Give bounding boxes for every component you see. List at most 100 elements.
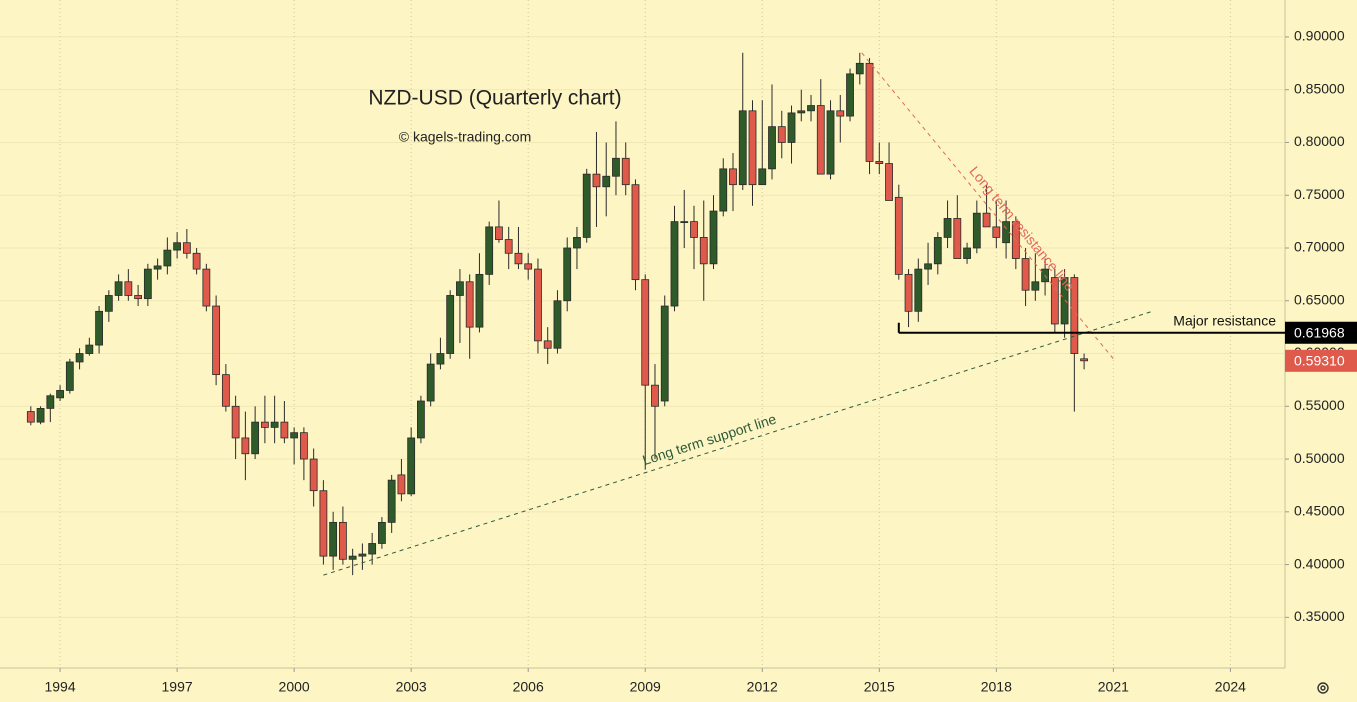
x-tick-label: 1994 — [44, 679, 75, 695]
candle-body — [260, 421, 269, 428]
y-tick-label: 0.65000 — [1294, 291, 1345, 307]
x-tick-label: 1997 — [162, 679, 193, 695]
candle-body — [348, 555, 357, 560]
trend-line — [861, 52, 1114, 360]
candle-body — [465, 281, 474, 328]
x-tick-label: 2018 — [981, 679, 1012, 695]
candle-body — [1050, 277, 1059, 325]
candle-body — [631, 184, 640, 281]
candle-body — [163, 249, 172, 267]
candle-body — [1021, 258, 1030, 291]
candle-body — [836, 110, 845, 117]
candle-body — [280, 421, 289, 439]
candle-body — [972, 212, 981, 249]
candle-body — [290, 432, 299, 439]
y-tick-label: 0.45000 — [1294, 503, 1345, 519]
y-tick-label: 0.55000 — [1294, 397, 1345, 413]
candle-body — [914, 268, 923, 312]
candle-body — [621, 157, 630, 186]
candle-body — [75, 353, 84, 363]
candle-body — [104, 295, 113, 312]
candle-body — [534, 268, 542, 342]
candle-body — [1002, 221, 1010, 244]
settings-icon[interactable] — [1317, 682, 1329, 694]
candle-body — [690, 221, 698, 238]
candle-body — [426, 363, 435, 402]
candle-body — [407, 437, 416, 495]
candle-body — [582, 173, 591, 238]
candle-body — [134, 295, 142, 300]
candle-body — [953, 218, 962, 259]
chart-subtitle: © kagels-trading.com — [399, 129, 531, 145]
y-tick-label: 0.70000 — [1294, 239, 1345, 255]
candle-body — [339, 521, 347, 560]
candle-body — [651, 384, 659, 407]
candle-body — [124, 281, 133, 296]
candle-body — [963, 247, 971, 259]
candle-body — [865, 62, 874, 162]
candle-body — [885, 163, 893, 201]
candle-body — [699, 237, 708, 265]
x-tick-label: 2000 — [279, 679, 310, 695]
candle-body — [368, 543, 377, 555]
candle-body — [309, 458, 318, 492]
candle-body — [417, 400, 425, 439]
candle-body — [807, 105, 815, 112]
candle-body — [670, 221, 679, 307]
x-tick-label: 2024 — [1215, 679, 1246, 695]
candle-body — [982, 212, 991, 228]
candle-body — [202, 268, 211, 307]
candle-body — [543, 340, 552, 349]
last-price-tag — [1285, 349, 1357, 372]
candle-body — [719, 168, 728, 212]
trend-line — [323, 310, 1153, 576]
candle-body — [182, 242, 191, 254]
candle-body — [729, 168, 737, 186]
candle-body — [485, 226, 494, 275]
candle-body — [475, 273, 484, 328]
candle-body — [56, 390, 64, 399]
candle-body — [680, 221, 689, 224]
candle-body — [641, 279, 650, 386]
level-tag — [1285, 321, 1357, 344]
candle-body — [777, 126, 786, 143]
candle-body — [143, 268, 152, 300]
candle-body — [846, 73, 854, 117]
candle-body — [875, 161, 884, 164]
candle-body — [992, 226, 1001, 238]
candle-body — [231, 405, 240, 439]
candle-body — [36, 407, 45, 423]
y-tick-label: 0.80000 — [1294, 133, 1345, 149]
candle-body — [378, 521, 386, 544]
candle-body — [1060, 277, 1069, 325]
x-tick-label: 2006 — [513, 679, 544, 695]
candle-body — [768, 126, 776, 170]
candle-body — [387, 479, 396, 523]
candle-body — [95, 310, 103, 346]
candle-body — [573, 237, 581, 249]
level-label: Major resistance — [1173, 312, 1276, 328]
candle-body — [358, 553, 367, 557]
candle-body — [738, 110, 747, 186]
candle-body — [221, 374, 230, 407]
candle-body — [26, 411, 35, 423]
candle-body — [748, 110, 757, 186]
candle-body — [933, 237, 942, 265]
candle-body — [1080, 358, 1088, 362]
candle-body — [855, 62, 864, 75]
candle-body — [553, 300, 562, 349]
level-tag-label: 0.61968 — [1294, 324, 1345, 340]
candle-body — [446, 295, 455, 354]
plot — [0, 0, 1285, 668]
x-tick-label: 2003 — [396, 679, 427, 695]
candle-body — [436, 353, 445, 365]
y-tick-label: 0.75000 — [1294, 186, 1345, 202]
candle-body — [592, 173, 601, 188]
candle-body — [660, 305, 669, 402]
candle-body — [924, 263, 932, 270]
candle-body — [602, 175, 611, 188]
candle-body — [299, 432, 308, 460]
candle-body — [270, 421, 279, 428]
